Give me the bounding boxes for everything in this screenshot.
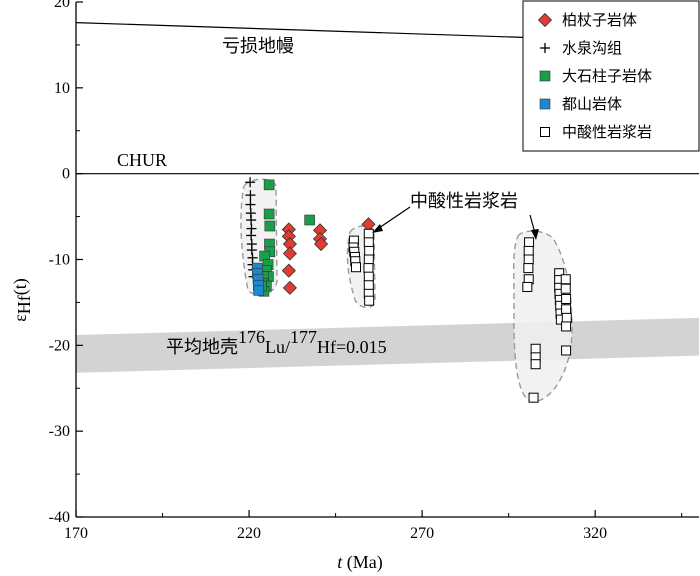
x-axis-var: t: [337, 552, 343, 572]
point-4-35: [561, 293, 572, 304]
x-axis-title: t (Ma): [337, 552, 383, 573]
intermediate-rock-label: 中酸性岩浆岩: [410, 191, 518, 212]
point-3-4: [253, 285, 265, 296]
point-4-14: [364, 295, 375, 306]
point-0-3: [282, 246, 297, 261]
point-4-10: [363, 263, 374, 274]
y-tick-label--10: -10: [49, 252, 70, 269]
point-4-16: [523, 245, 534, 256]
point-2-0: [263, 179, 275, 191]
chur-label: CHUR: [117, 150, 167, 170]
point-1-6: [246, 230, 257, 241]
point-4-12: [363, 280, 374, 291]
x-tick-label-220: 220: [237, 525, 261, 542]
y-tick-label-0: 0: [62, 166, 70, 183]
point-4-38: [561, 321, 572, 332]
point-1-4: [246, 215, 257, 226]
x-tick-label-270: 270: [410, 525, 434, 542]
series-3: [252, 262, 265, 296]
legend-item-4: 中酸性岩浆岩: [540, 123, 652, 141]
point-4-7: [363, 237, 374, 248]
legend-marker-2: [539, 70, 551, 82]
point-4-15: [524, 237, 535, 248]
crust-label-suffix: Hf=0.015: [317, 337, 387, 357]
crust-label-sup2: 177: [290, 327, 317, 347]
arrow-head-right: [531, 229, 539, 240]
legend-label-1: 水泉沟组: [562, 39, 622, 57]
legend-marker-4: [540, 127, 550, 137]
point-1-8: [246, 245, 257, 256]
depleted-mantle-label: 亏损地幔: [222, 36, 294, 57]
point-2-1: [263, 208, 275, 220]
point-4-34: [560, 283, 571, 294]
point-2-14: [304, 214, 315, 226]
series-4: [348, 228, 572, 403]
legend-marker-0: [537, 12, 553, 28]
point-4-20: [522, 281, 533, 292]
legend-label-2: 大石柱子岩体: [562, 67, 652, 85]
legend-marker-3: [539, 98, 551, 110]
x-axis-unit: (Ma): [342, 552, 382, 573]
point-4-24: [528, 392, 539, 403]
legend-label-4: 中酸性岩浆岩: [562, 123, 652, 141]
y-axis-eps: ε: [10, 314, 30, 322]
point-4-37: [561, 312, 572, 323]
point-4-9: [363, 254, 374, 265]
y-axis-title: εHf(t): [10, 278, 34, 322]
data-points: [245, 177, 572, 403]
legend-label-3: 都山岩体: [562, 95, 622, 113]
point-4-11: [363, 271, 374, 282]
point-0-5: [282, 280, 297, 295]
point-0-4: [281, 263, 296, 278]
legend-marker-1: [540, 43, 550, 53]
point-4-33: [560, 274, 571, 285]
y-tick-label--20: -20: [49, 337, 70, 354]
y-tick-label-20: 20: [54, 0, 70, 11]
legend-label-0: 柏杖子岩体: [562, 11, 637, 29]
point-4-23: [530, 359, 541, 370]
crust-band-label: 平均地壳176Lu/177Hf=0.015: [166, 327, 387, 358]
point-4-8: [364, 245, 375, 256]
y-axis-paren: (t): [10, 278, 31, 295]
arrow-line-left: [375, 206, 411, 231]
legend-item-2: 大石柱子岩体: [539, 67, 652, 85]
y-axis-sub: Hf: [14, 295, 34, 314]
legend-box: [522, 0, 700, 152]
arrow-head-left: [372, 224, 383, 233]
point-4-21: [530, 343, 541, 354]
axes: 170 220 270 320 20 10 0 -10 -20 -30 -40: [49, 0, 699, 542]
point-2-2: [264, 220, 276, 232]
series-0: [281, 217, 376, 295]
crust-label-prefix: 平均地壳: [166, 337, 238, 358]
point-1-1: [245, 190, 256, 201]
crust-label-mid: Lu/: [265, 337, 290, 357]
legend-item-0: 柏杖子岩体: [537, 11, 637, 29]
svg-text:εHf(t): εHf(t): [10, 278, 34, 322]
point-4-17: [523, 254, 534, 265]
point-4-18: [523, 263, 534, 274]
x-tick-label-320: 320: [583, 525, 607, 542]
point-0-8: [313, 236, 329, 252]
point-1-0: [245, 177, 256, 188]
point-4-5: [351, 262, 362, 273]
y-tick-label-10: 10: [54, 80, 70, 97]
point-4-36: [561, 304, 572, 315]
x-tick-label-170: 170: [64, 525, 88, 542]
legend-item-3: 都山岩体: [539, 95, 622, 113]
legend-item-1: 水泉沟组: [540, 39, 622, 57]
point-4-39: [561, 345, 572, 356]
point-4-6: [363, 228, 374, 239]
point-1-2: [245, 199, 256, 210]
y-tick-label--30: -30: [49, 423, 70, 440]
crust-label-sup1: 176: [238, 327, 265, 347]
y-tick-label--40: -40: [49, 509, 70, 526]
